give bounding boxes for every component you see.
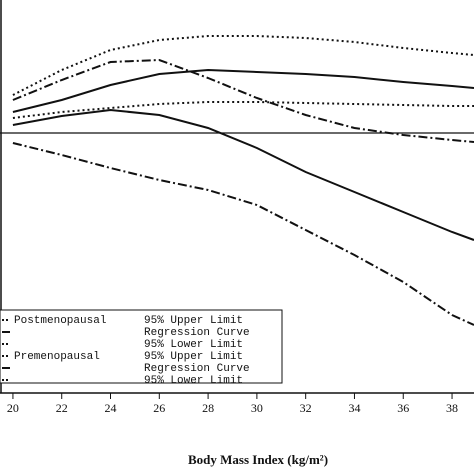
x-tick-label: 20 bbox=[7, 401, 19, 415]
x-tick-label: 30 bbox=[251, 401, 263, 415]
x-tick-label: 38 bbox=[446, 401, 458, 415]
legend-label: 95% Lower Limit bbox=[144, 375, 243, 387]
series-line bbox=[12, 101, 474, 119]
series-line bbox=[12, 35, 474, 96]
x-tick-label: 24 bbox=[105, 401, 117, 415]
x-tick-label: 34 bbox=[348, 401, 360, 415]
x-tick-label: 26 bbox=[153, 401, 165, 415]
legend-box bbox=[0, 309, 283, 384]
x-tick-label: 22 bbox=[56, 401, 68, 415]
series-line bbox=[12, 142, 474, 326]
x-tick-label: 28 bbox=[202, 401, 214, 415]
x-tick-label: 32 bbox=[300, 401, 312, 415]
x-tick-label: 36 bbox=[397, 401, 409, 415]
series-line bbox=[12, 58, 474, 143]
legend-label: 95% Upper Limit bbox=[144, 351, 243, 363]
legend-label: 95% Lower Limit bbox=[144, 339, 243, 351]
legend-label: 95% Upper Limit bbox=[144, 315, 243, 327]
legend-label: Regression Curve bbox=[144, 363, 250, 375]
series-line bbox=[12, 108, 474, 241]
series-line bbox=[12, 68, 474, 113]
legend-group: Premenopausal bbox=[14, 351, 100, 363]
legend-label: Regression Curve bbox=[144, 327, 250, 339]
legend-group: Postmenopausal bbox=[14, 315, 106, 327]
x-axis-label: Body Mass Index (kg/m²) bbox=[188, 452, 328, 467]
